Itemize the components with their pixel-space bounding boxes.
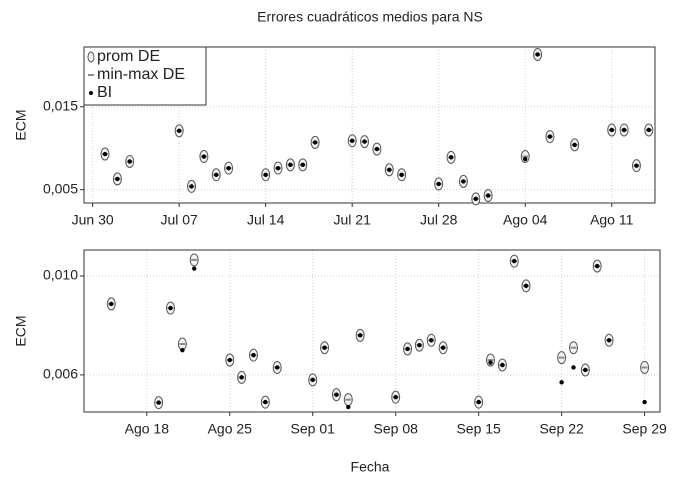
bi-marker [547,134,553,139]
bi-marker [523,283,529,289]
plot-frame [83,46,656,204]
bi-marker [274,365,280,370]
bi-marker [263,399,268,405]
bi-marker [571,365,576,370]
bi-marker [559,380,564,385]
x-tick-label: Sep 29 [622,421,667,437]
bi-marker [176,128,182,134]
bi-marker [393,394,398,400]
y-tick-label: 0,006 [43,366,78,382]
x-tick-label: Ago 11 [590,212,634,228]
bi-marker [606,338,612,343]
bi-marker [436,181,441,187]
bi-marker [357,333,363,338]
legend-swatch [87,51,95,63]
bi-marker [109,301,114,307]
bi-marker [346,404,351,410]
y-tick-label: 0,015 [43,97,78,113]
x-tick-label: Sep 22 [539,421,584,437]
bi-marker [227,357,232,363]
legend-label: prom DE [97,48,160,65]
bi-marker [362,139,367,144]
bi-marker [275,165,281,171]
bi-marker [512,258,517,264]
bi-marker [239,375,244,380]
bi-marker [405,346,410,352]
bi-marker [500,362,505,368]
x-tick-label: Jun 30 [72,212,114,228]
bi-marker [448,155,454,160]
y-axis-label: ECM [13,109,29,140]
legend-label: min-max DE [97,66,185,83]
bi-marker [399,172,404,177]
y-tick-label: 0,005 [43,180,78,196]
bi-marker [609,127,614,133]
bi-marker [621,127,627,133]
bi-marker [168,305,173,311]
x-tick-label: Jul 28 [420,212,458,228]
bi-marker [429,338,434,343]
bi-marker [387,167,392,173]
x-tick-label: Jul 21 [334,212,372,228]
bi-marker [127,159,132,164]
x-tick-label: Sep 01 [291,421,336,437]
bi-marker [485,193,491,198]
y-axis-label: ECM [13,315,29,346]
bi-marker [440,345,446,350]
bi-marker [473,196,478,202]
bi-marker [201,154,207,159]
plot-frame [83,249,661,413]
bi-marker [180,347,185,353]
legend-label: BI [97,84,112,101]
bi-marker [461,179,466,184]
bi-marker [646,127,652,133]
x-tick-label: Ago 04 [503,212,548,228]
legend-box [83,46,207,106]
bi-marker [642,399,647,405]
bi-marker [263,172,268,177]
bi-marker [214,172,219,177]
x-tick-label: Sep 15 [456,421,501,437]
bi-marker [334,392,339,397]
bi-marker [300,162,305,168]
bi-marker [572,142,577,148]
bi-marker [634,163,639,168]
bi-marker [349,138,355,143]
x-tick-label: Sep 08 [374,421,419,437]
bi-marker [476,399,481,405]
bi-marker [535,52,540,57]
bi-marker [583,367,588,373]
bi-marker [488,360,493,365]
y-tick-label: 0,010 [43,267,78,283]
bi-marker [192,266,197,271]
legend-swatch [89,91,93,95]
bi-marker [156,400,161,405]
bi-marker [115,176,120,182]
x-tick-label: Jul 07 [160,212,198,228]
bi-marker [312,140,318,145]
bi-marker [189,184,194,189]
plot-area [84,250,660,412]
x-tick-label: Ago 25 [208,421,253,437]
bi-marker [417,343,422,348]
bi-marker [102,151,108,157]
bi-marker [226,165,231,171]
x-tick-label: Ago 18 [125,421,170,437]
bi-marker [523,156,528,162]
bi-marker [322,345,327,350]
x-axis-label: Fecha [351,459,390,475]
x-tick-label: Jul 14 [247,212,285,228]
bi-marker [594,263,600,269]
bi-marker [288,162,293,168]
chart-title: Errores cuadráticos medios para NS [257,9,483,25]
bi-marker [310,377,315,383]
bi-marker [374,146,380,152]
bi-marker [251,352,256,358]
